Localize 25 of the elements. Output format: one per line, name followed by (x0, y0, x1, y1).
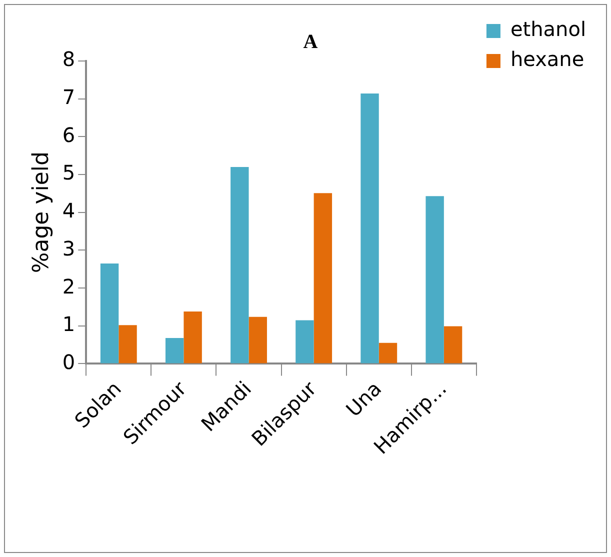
y-tick-label: 4 (62, 198, 76, 223)
chart-title: A (303, 31, 318, 54)
y-tick-label: 6 (62, 122, 76, 147)
y-tick-label: 7 (62, 85, 76, 110)
y-tick-label: 3 (62, 236, 76, 260)
bar (378, 342, 398, 364)
y-tick-label: 2 (62, 274, 76, 298)
bar (314, 193, 332, 364)
bar (296, 320, 314, 364)
bar (118, 325, 137, 364)
y-tick-label: 5 (62, 160, 76, 185)
bar (426, 196, 444, 364)
legend-label: hexane (510, 47, 584, 72)
y-tick-label: 8 (62, 47, 76, 72)
legend-label: ethanol (510, 17, 586, 42)
bar (444, 326, 462, 364)
bar (100, 263, 119, 364)
bar (184, 312, 202, 364)
bar (165, 338, 184, 364)
y-tick-label: 0 (62, 350, 76, 374)
bar (230, 166, 249, 364)
y-axis-title: %age yield (28, 152, 54, 274)
bar (248, 316, 267, 364)
y-tick-label: 1 (62, 312, 76, 336)
bar (360, 94, 379, 364)
